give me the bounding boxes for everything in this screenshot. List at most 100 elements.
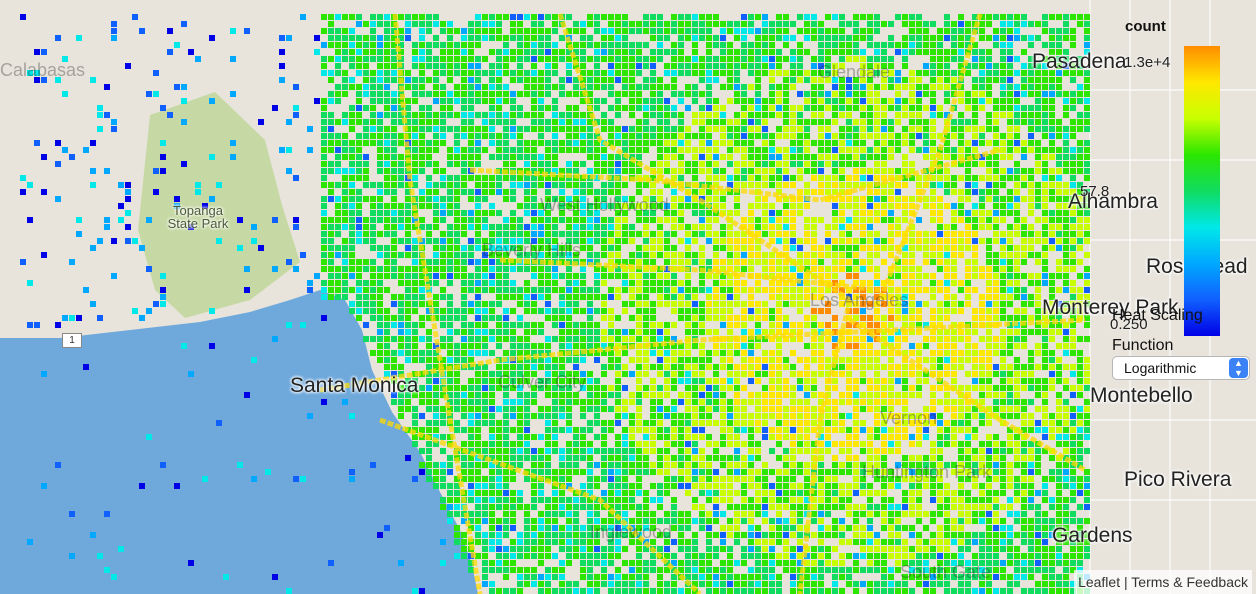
heat-cell — [895, 133, 901, 139]
heat-cell — [874, 14, 880, 20]
heat-cell — [636, 168, 642, 174]
heat-cell — [391, 196, 397, 202]
heat-cell — [391, 161, 397, 167]
heat-cell — [874, 189, 880, 195]
heat-cell — [468, 35, 474, 41]
heat-cell — [517, 147, 523, 153]
heat-cell — [895, 266, 901, 272]
heat-cell — [629, 161, 635, 167]
heat-cell — [608, 224, 614, 230]
heat-cell — [629, 273, 635, 279]
heat-cell — [965, 217, 971, 223]
heat-cell — [510, 56, 516, 62]
heat-cell — [748, 28, 754, 34]
heat-cell — [440, 168, 446, 174]
heat-cell — [503, 378, 509, 384]
heat-cell — [804, 273, 810, 279]
heat-cell — [412, 126, 418, 132]
heat-cell — [909, 315, 915, 321]
heat-cell — [160, 154, 166, 160]
heat-cell — [909, 329, 915, 335]
heat-cell — [608, 245, 614, 251]
heat-cell — [1084, 105, 1090, 111]
heat-cell — [671, 294, 677, 300]
heat-cell — [370, 231, 376, 237]
heat-cell — [657, 280, 663, 286]
heat-cell — [1021, 371, 1027, 377]
heat-cell — [594, 343, 600, 349]
heat-cell — [727, 378, 733, 384]
heat-cell — [671, 280, 677, 286]
heat-cell — [608, 385, 614, 391]
heat-cell — [566, 308, 572, 314]
heat-cell — [384, 287, 390, 293]
heat-cell — [965, 287, 971, 293]
heat-cell — [1056, 70, 1062, 76]
heat-cell — [916, 105, 922, 111]
heat-cell — [482, 238, 488, 244]
heat-cell — [1035, 126, 1041, 132]
heat-cell — [790, 154, 796, 160]
heat-cell — [307, 287, 313, 293]
heat-cell — [468, 49, 474, 55]
heat-cell — [860, 70, 866, 76]
heat-cell — [559, 91, 565, 97]
heat-cell — [818, 364, 824, 370]
heat-cell — [1063, 161, 1069, 167]
heat-cell — [594, 21, 600, 27]
heat-cell — [853, 350, 859, 356]
heat-cell — [174, 196, 180, 202]
heat-cell — [860, 231, 866, 237]
heat-cell — [335, 154, 341, 160]
heat-cell — [965, 336, 971, 342]
heat-cell — [846, 49, 852, 55]
heat-cell — [545, 182, 551, 188]
heat-cell — [951, 175, 957, 181]
heat-cell — [1042, 56, 1048, 62]
heat-cell — [286, 322, 292, 328]
heat-cell — [419, 280, 425, 286]
heat-cell — [965, 182, 971, 188]
heat-cell — [1070, 119, 1076, 125]
heat-cell — [853, 336, 859, 342]
heat-cell — [678, 98, 684, 104]
heat-cell — [881, 21, 887, 27]
heat-cell — [972, 175, 978, 181]
heat-cell — [832, 112, 838, 118]
heat-cell — [818, 252, 824, 258]
heat-cell — [475, 259, 481, 265]
heat-cell — [475, 196, 481, 202]
heat-cell — [818, 98, 824, 104]
heat-cell — [342, 182, 348, 188]
heat-cell — [706, 301, 712, 307]
heat-cell — [391, 266, 397, 272]
heat-cell — [825, 28, 831, 34]
heat-cell — [671, 140, 677, 146]
heat-cell — [832, 350, 838, 356]
heat-cell — [965, 371, 971, 377]
heat-cell — [447, 210, 453, 216]
heat-cell — [1007, 196, 1013, 202]
heat-cell — [839, 280, 845, 286]
heat-cell — [664, 133, 670, 139]
heat-cell — [699, 91, 705, 97]
heat-cell — [657, 245, 663, 251]
heat-cell — [909, 245, 915, 251]
heat-cell — [720, 21, 726, 27]
heat-cell — [986, 308, 992, 314]
heat-cell — [405, 217, 411, 223]
heat-cell — [384, 364, 390, 370]
heat-cell — [104, 84, 110, 90]
heat-cell — [874, 210, 880, 216]
heat-cell — [986, 168, 992, 174]
heat-cell — [748, 350, 754, 356]
heat-cell — [874, 154, 880, 160]
heat-cell — [944, 315, 950, 321]
heat-cell — [1070, 301, 1076, 307]
heat-cell — [531, 371, 537, 377]
heat-cell — [937, 175, 943, 181]
heat-cell — [545, 14, 551, 20]
heat-cell — [839, 343, 845, 349]
heat-cell — [685, 231, 691, 237]
